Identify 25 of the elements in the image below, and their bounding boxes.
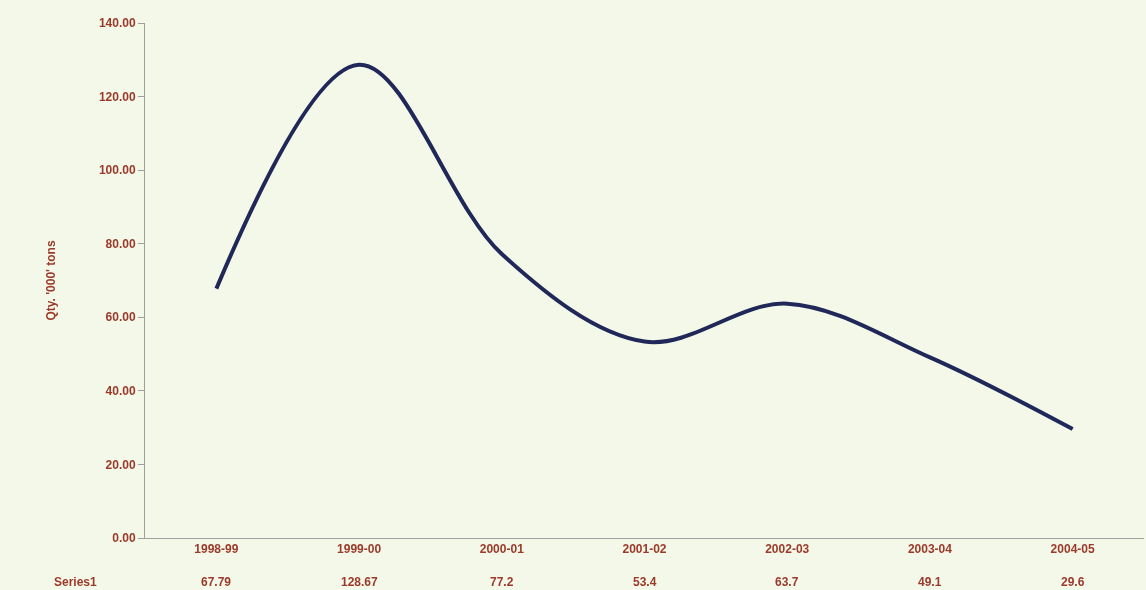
data-label: 77.2	[490, 575, 514, 589]
x-tick-label: 1999-00	[337, 542, 382, 557]
y-tick-label: 0.00	[112, 531, 136, 546]
data-label: 63.7	[775, 575, 799, 589]
x-tick-label: 2004-05	[1050, 542, 1095, 557]
text: Series1	[54, 575, 98, 589]
x-tick-label: 2000-01	[479, 542, 525, 557]
data-label: 53.4	[633, 575, 657, 589]
data-label: 67.79	[201, 575, 232, 589]
y-tick-label: 100.00	[98, 163, 136, 178]
line-series	[214, 62, 1075, 432]
x-tick-label: 2001-02	[622, 542, 667, 557]
data-label: 49.1	[918, 575, 942, 589]
y-tick-label: 40.00	[105, 384, 136, 399]
y-tick-label: 80.00	[105, 236, 136, 251]
x-tick-label: 2002-03	[765, 542, 810, 557]
data-label: 29.6	[1061, 575, 1085, 589]
data-label: 128.67	[341, 575, 379, 589]
y-tick-label: 120.00	[98, 89, 136, 104]
x-tick-label: 1998-99	[194, 542, 239, 557]
y-tick-label: 20.00	[105, 457, 136, 472]
y-tick-label: 140.00	[98, 16, 136, 31]
y-tick-label: 60.00	[105, 310, 136, 325]
y-axis-title: Qty. '000' tons	[44, 240, 59, 321]
x-tick-label: 2003-04	[907, 542, 953, 557]
